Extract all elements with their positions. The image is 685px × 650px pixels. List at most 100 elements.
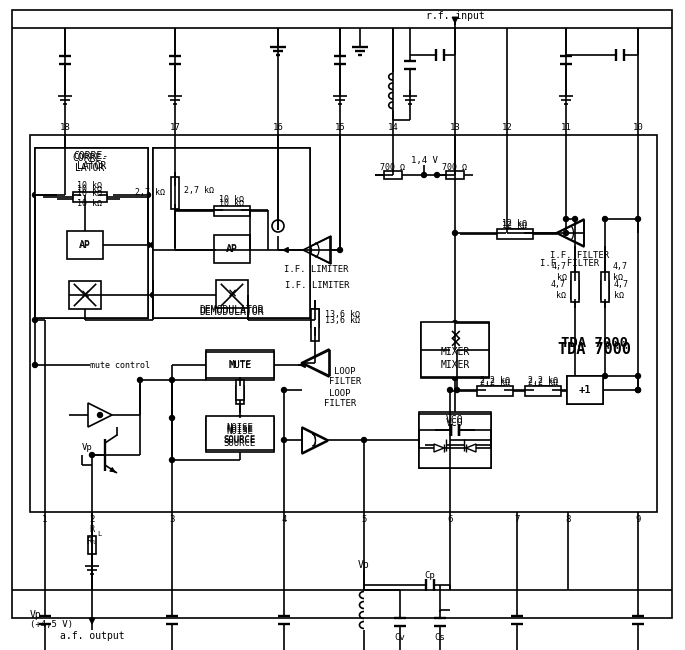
Text: LOOP: LOOP [334, 367, 356, 376]
Text: 10: 10 [633, 122, 643, 131]
Text: 10 kΩ: 10 kΩ [77, 185, 103, 194]
Text: AP: AP [79, 240, 91, 250]
Text: MUTE: MUTE [228, 360, 252, 370]
Text: ×: × [449, 333, 461, 352]
Circle shape [338, 248, 342, 252]
Text: 1,4 V: 1,4 V [410, 155, 438, 164]
Polygon shape [434, 439, 446, 451]
Bar [206, 352, 274, 378]
Text: 2,2 kΩ: 2,2 kΩ [528, 376, 558, 385]
Text: SOURCE: SOURCE [224, 436, 256, 445]
Circle shape [636, 387, 640, 393]
Circle shape [573, 216, 577, 222]
Text: DEMODULATOR: DEMODULATOR [199, 307, 264, 317]
Circle shape [173, 248, 177, 252]
Bar [206, 418, 274, 452]
Circle shape [145, 192, 151, 198]
Text: 13,6 kΩ: 13,6 kΩ [325, 311, 360, 320]
Circle shape [90, 452, 95, 458]
Text: 2: 2 [89, 515, 95, 525]
Text: 6: 6 [447, 515, 453, 525]
Text: 10 kΩ: 10 kΩ [219, 196, 245, 205]
Circle shape [447, 387, 453, 393]
Text: NOISE
SOURCE: NOISE SOURCE [224, 425, 256, 445]
Text: 7: 7 [514, 515, 520, 525]
Circle shape [145, 242, 151, 248]
Text: FILTER: FILTER [329, 378, 361, 387]
Text: LOOP: LOOP [329, 389, 351, 398]
Text: 1: 1 [42, 515, 48, 525]
Circle shape [169, 458, 175, 463]
Text: TDA 7000: TDA 7000 [562, 336, 629, 350]
Text: ×: × [227, 287, 236, 302]
Text: NOISE: NOISE [227, 428, 253, 437]
Bar [236, 380, 244, 400]
Circle shape [32, 192, 38, 198]
Bar [216, 281, 248, 309]
Bar [73, 194, 107, 204]
Bar [601, 281, 609, 299]
Text: 12 kΩ: 12 kΩ [503, 220, 527, 229]
Text: 17: 17 [170, 122, 180, 131]
Bar [214, 235, 250, 263]
Text: kΩ: kΩ [614, 291, 624, 300]
Circle shape [453, 231, 458, 235]
Text: R: R [90, 525, 95, 534]
Text: I.F. LIMITER: I.F. LIMITER [285, 281, 349, 289]
Bar [73, 192, 107, 202]
Text: kΩ: kΩ [613, 274, 623, 283]
Bar [216, 280, 248, 308]
Circle shape [453, 320, 458, 326]
Text: Vp: Vp [358, 560, 370, 570]
Text: (+4,5 V): (+4,5 V) [30, 621, 73, 629]
Text: Cp: Cp [425, 571, 436, 580]
Circle shape [238, 415, 242, 421]
Bar [567, 376, 603, 404]
Circle shape [455, 387, 460, 393]
Bar [69, 281, 101, 309]
Bar [236, 386, 244, 404]
Text: CORRE-: CORRE- [73, 153, 108, 163]
Text: I.F. FILTER: I.F. FILTER [551, 250, 610, 259]
Bar [153, 148, 310, 318]
Circle shape [636, 374, 640, 378]
Text: 4,7: 4,7 [614, 281, 629, 289]
Circle shape [151, 292, 155, 298]
Circle shape [453, 376, 458, 380]
Circle shape [173, 207, 177, 213]
Text: 11: 11 [560, 122, 571, 131]
Bar [81, 191, 99, 199]
Bar [525, 386, 561, 396]
Text: 4,7: 4,7 [613, 263, 628, 272]
Bar [497, 229, 533, 239]
Text: SOURCE: SOURCE [224, 439, 256, 447]
Text: r.f. input: r.f. input [425, 11, 484, 21]
Text: a.f. output: a.f. output [60, 631, 124, 641]
Text: 5: 5 [361, 515, 366, 525]
Text: 18: 18 [60, 122, 71, 131]
Polygon shape [464, 439, 476, 451]
Text: kΩ: kΩ [556, 291, 566, 300]
Circle shape [247, 248, 253, 252]
Bar [571, 272, 579, 302]
Circle shape [421, 172, 427, 177]
Bar [421, 322, 489, 378]
Text: MIXER: MIXER [440, 360, 470, 370]
Circle shape [266, 248, 271, 252]
Text: VCO: VCO [446, 418, 464, 428]
Bar [206, 416, 274, 450]
Text: 13: 13 [449, 122, 460, 131]
Text: 9: 9 [635, 515, 640, 525]
Bar [571, 281, 579, 299]
Text: 16: 16 [273, 122, 284, 131]
Text: TDA 7000: TDA 7000 [558, 343, 632, 358]
Text: NOISE: NOISE [227, 424, 253, 432]
Circle shape [564, 216, 569, 222]
Text: LATOR: LATOR [77, 161, 106, 171]
Text: CORRE-: CORRE- [74, 151, 109, 161]
Bar [206, 350, 274, 380]
Circle shape [169, 415, 175, 421]
Text: kΩ: kΩ [557, 274, 567, 283]
Bar [477, 386, 513, 396]
Text: FILTER: FILTER [324, 398, 356, 408]
